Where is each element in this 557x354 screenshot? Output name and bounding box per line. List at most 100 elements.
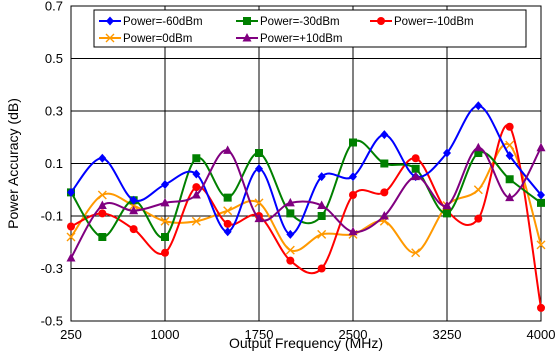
data-point: [66, 232, 76, 242]
data-point: [349, 138, 357, 147]
series-layer: [66, 101, 546, 312]
data-point: [474, 149, 483, 157]
y-tick-label: -0.5: [41, 314, 63, 329]
data-point: [67, 187, 75, 197]
legend-label: Power=+10dBm: [260, 33, 342, 45]
data-point: [537, 190, 545, 200]
legend-label: Power=-30dBm: [260, 16, 340, 28]
x-tick-label: 2500: [339, 327, 368, 342]
legend-label: Power=0dBm: [123, 33, 192, 45]
data-point: [474, 101, 483, 111]
series-line: [70, 139, 542, 239]
legend-box: [93, 9, 527, 48]
series-Power=-60dBm: [67, 101, 545, 239]
x-tick-label: 250: [60, 327, 82, 342]
data-point: [505, 192, 515, 202]
y-tick-label: 0.7: [45, 0, 63, 14]
legend-marker: [377, 17, 385, 25]
data-point: [285, 197, 295, 207]
data-point: [380, 159, 389, 168]
data-point: [129, 195, 138, 205]
data-point: [161, 233, 169, 241]
data-point: [223, 219, 232, 228]
data-point: [161, 248, 169, 257]
data-point: [537, 303, 545, 312]
y-tick-label: -0.3: [41, 261, 63, 276]
data-point: [411, 248, 421, 258]
data-point: [160, 216, 170, 226]
data-point: [161, 180, 169, 189]
data-point: [317, 172, 326, 182]
x-tick-label: 3250: [433, 327, 462, 342]
data-point: [98, 233, 107, 241]
data-point: [254, 198, 264, 208]
y-tick-label: 0.5: [45, 51, 63, 66]
data-point: [98, 153, 107, 163]
y-tick-label: 0.3: [45, 104, 63, 119]
x-tick-label: 4000: [527, 327, 556, 342]
data-point: [348, 226, 358, 236]
x-tick-labels: 250 1000 1750 2500 3250 4000: [60, 327, 555, 342]
series-Power=0dBm: [66, 140, 546, 258]
legend-item: Power=0dBm: [99, 33, 192, 45]
data-point: [380, 188, 389, 197]
data-point: [317, 200, 327, 209]
data-point: [411, 171, 421, 181]
legend-marker: [105, 33, 115, 43]
data-point: [192, 183, 201, 192]
data-point: [505, 151, 514, 161]
plot-area: [70, 5, 542, 322]
legend-marker: [242, 33, 252, 42]
data-point: [223, 145, 233, 154]
data-point: [98, 209, 107, 218]
data-point: [285, 245, 295, 255]
data-point: [129, 205, 139, 215]
y-tick-label: -0.1: [41, 209, 63, 224]
legend-item: Power=+10dBm: [236, 33, 342, 45]
data-point: [443, 209, 451, 218]
data-point: [97, 200, 107, 209]
data-point: [537, 198, 545, 207]
data-point: [255, 164, 263, 174]
data-point: [380, 130, 389, 140]
data-point: [443, 148, 451, 158]
data-point: [349, 172, 357, 182]
legend-label: Power=-60dBm: [123, 16, 203, 28]
data-point: [317, 212, 326, 220]
data-point: [97, 190, 107, 200]
y-tick-label: 0.1: [45, 156, 63, 171]
data-point: [286, 209, 295, 218]
x-axis-label: Output Frequency (MHz): [229, 335, 383, 351]
data-point: [505, 175, 514, 184]
legend-item: Power=-10dBm: [370, 16, 474, 28]
legend-marker: [243, 17, 251, 25]
data-point: [286, 256, 295, 265]
series-line: [70, 104, 542, 236]
series-line: [70, 146, 542, 259]
data-point: [536, 240, 546, 250]
data-point: [474, 214, 483, 223]
series-Power=+10dBm: [66, 142, 546, 262]
data-point: [286, 229, 295, 239]
data-point: [379, 211, 389, 220]
data-point: [191, 190, 201, 199]
x-tick-label: 1000: [151, 327, 180, 342]
data-point: [192, 154, 201, 163]
data-point: [160, 197, 170, 207]
data-point: [129, 225, 138, 234]
data-point: [255, 149, 263, 157]
data-point: [473, 185, 483, 195]
data-point: [505, 122, 514, 131]
data-point: [223, 227, 232, 237]
data-point: [223, 193, 232, 202]
data-point: [505, 140, 515, 150]
data-point: [411, 154, 420, 163]
y-axis-label: Power Accuracy (dB): [5, 98, 21, 229]
data-point: [442, 200, 452, 209]
data-point: [254, 213, 264, 223]
y-tick-labels: -0.5 -0.3 -0.1 0.1 0.3 0.5 0.7: [41, 0, 63, 329]
legend: Power=-60dBm Power=-30dBm Power=-10dBm Powe…: [93, 9, 527, 48]
data-point: [191, 216, 201, 226]
legend-item: Power=-60dBm: [99, 16, 203, 28]
